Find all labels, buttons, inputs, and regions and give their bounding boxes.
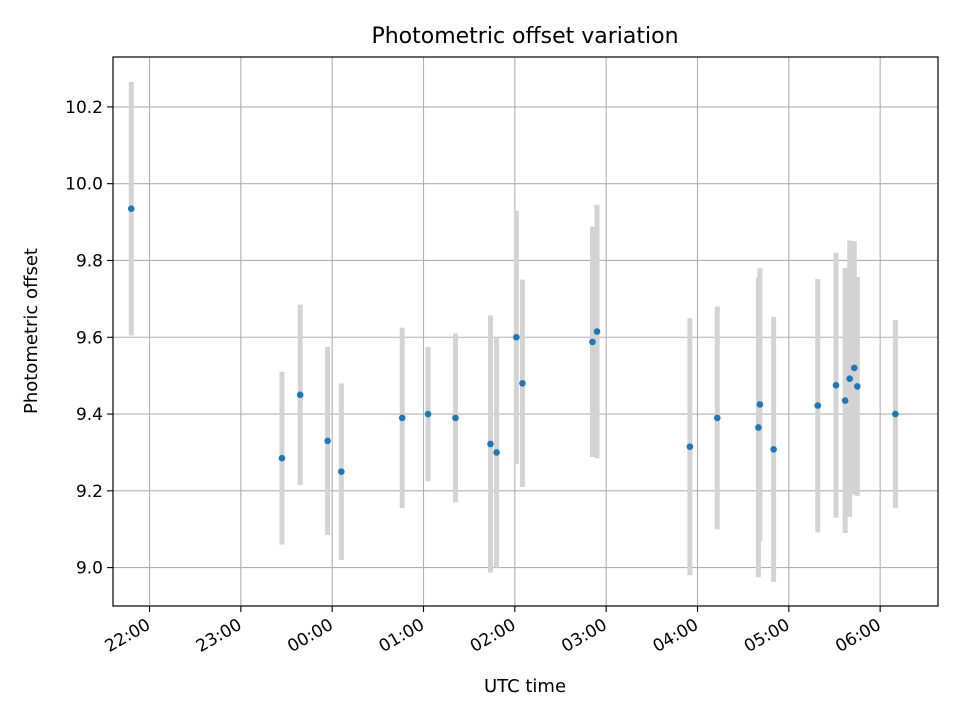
x-tick-label: 01:00 xyxy=(376,615,428,657)
data-point xyxy=(338,468,345,475)
data-point xyxy=(846,375,854,383)
y-axis-ticks: 9.0 9.2 9.4 9.6 9.8 10.0 10.2 xyxy=(65,98,113,579)
data-point xyxy=(850,364,858,372)
x-tick-label: 05:00 xyxy=(741,615,793,657)
data-point xyxy=(589,338,596,346)
x-axis-ticks: 22:00 23:00 00:00 01:00 02:00 03:00 04:00 05:00… xyxy=(102,606,885,657)
data-point xyxy=(324,437,331,445)
x-tick-label: 00:00 xyxy=(284,615,336,657)
grid-lines xyxy=(113,57,938,606)
data-point xyxy=(452,414,459,422)
x-tick-label: 22:00 xyxy=(102,615,154,657)
y-tick-label: 9.6 xyxy=(76,328,103,348)
y-tick-label: 9.4 xyxy=(76,405,103,425)
data-point xyxy=(713,414,721,422)
data-point xyxy=(519,380,526,387)
x-tick-label: 06:00 xyxy=(832,615,884,657)
error-bars xyxy=(128,81,898,582)
data-point xyxy=(398,414,406,422)
data-point xyxy=(487,440,494,448)
data-point xyxy=(756,401,764,408)
x-tick-label: 03:00 xyxy=(558,615,610,657)
data-points xyxy=(127,205,899,475)
data-point xyxy=(513,333,520,341)
x-axis-title: UTC time xyxy=(484,676,566,697)
y-tick-label: 10.2 xyxy=(65,98,103,118)
y-tick-label: 9.8 xyxy=(76,251,103,271)
x-tick-label: 02:00 xyxy=(467,615,519,657)
data-point xyxy=(493,449,500,456)
data-point xyxy=(127,205,135,212)
data-point xyxy=(854,383,861,390)
data-point xyxy=(424,410,432,418)
y-tick-label: 9.0 xyxy=(76,559,103,579)
data-point xyxy=(755,424,762,431)
data-point xyxy=(770,446,777,453)
data-point xyxy=(892,410,899,418)
data-point xyxy=(593,328,601,335)
y-tick-label: 10.0 xyxy=(65,175,103,195)
y-axis-title: Photometric offset xyxy=(21,248,42,414)
y-tick-label: 9.2 xyxy=(76,482,103,502)
chart-title: Photometric offset variation xyxy=(371,24,678,49)
data-point xyxy=(832,381,840,389)
data-point xyxy=(841,397,849,404)
data-point xyxy=(814,402,822,409)
x-tick-label: 23:00 xyxy=(193,615,245,657)
data-point xyxy=(296,391,304,399)
x-tick-label: 04:00 xyxy=(650,615,702,657)
plot-frame xyxy=(112,56,939,607)
data-point xyxy=(686,443,694,450)
data-point xyxy=(278,454,286,462)
